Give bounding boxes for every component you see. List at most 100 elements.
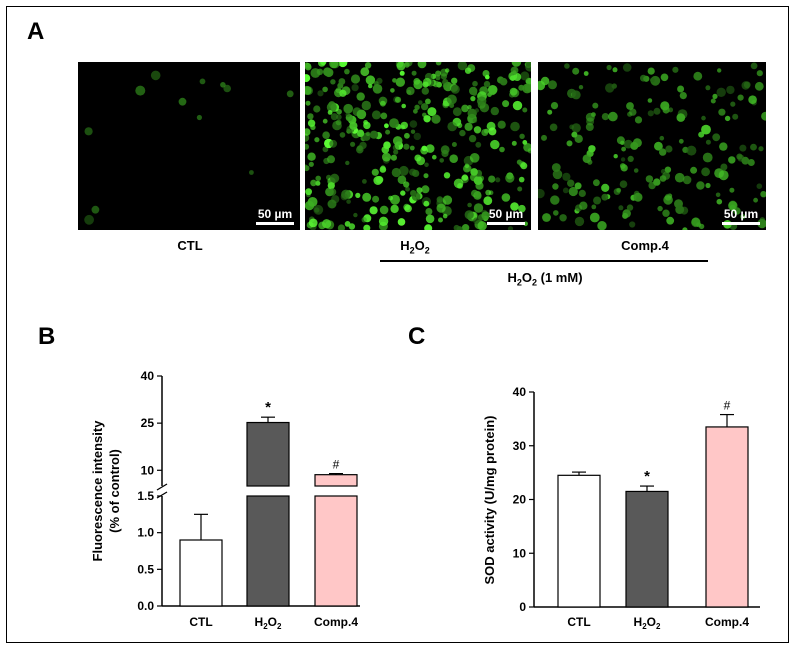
cell-mark — [616, 187, 622, 193]
cell-mark — [364, 62, 372, 69]
scale-bar: 50 µm — [256, 207, 294, 225]
cell-mark — [423, 115, 431, 123]
cell-mark — [178, 97, 187, 106]
cell-mark — [569, 124, 575, 130]
cell-mark — [361, 217, 367, 223]
cell-mark — [322, 118, 328, 124]
cell-mark — [705, 182, 711, 189]
cell-mark — [597, 221, 607, 230]
cell-mark — [432, 154, 437, 160]
cell-mark — [422, 81, 429, 88]
cell-mark — [336, 114, 342, 120]
cell-mark — [457, 122, 463, 128]
cell-mark — [346, 199, 351, 204]
cell-mark — [371, 168, 379, 176]
cell-mark — [571, 90, 581, 100]
cell-mark — [750, 62, 758, 70]
cell-mark — [442, 79, 449, 86]
treatment-bracket — [380, 260, 708, 262]
cell-mark — [512, 100, 523, 111]
cell-mark — [559, 214, 567, 222]
cell-mark — [326, 102, 337, 113]
cell-mark — [336, 108, 342, 115]
cell-mark — [574, 182, 582, 190]
cell-mark — [323, 67, 332, 77]
caption-comp4: Comp.4 — [621, 238, 669, 253]
cell-mark — [393, 149, 399, 155]
cell-mark — [405, 186, 410, 192]
cell-mark — [363, 121, 371, 130]
cell-mark — [445, 68, 450, 73]
cell-mark — [413, 108, 418, 114]
cell-mark — [451, 77, 458, 84]
cell-mark — [424, 224, 433, 230]
cell-mark — [696, 181, 705, 190]
cell-mark — [653, 107, 661, 115]
y-tick-label: 30 — [513, 439, 527, 453]
cell-mark — [475, 141, 482, 148]
cell-mark — [481, 211, 490, 220]
cell-mark — [425, 98, 431, 105]
cell-mark — [390, 88, 395, 93]
cell-mark — [612, 67, 618, 73]
cell-mark — [338, 62, 348, 68]
cell-mark — [339, 132, 346, 138]
cell-mark — [621, 146, 626, 152]
cell-mark — [317, 90, 324, 97]
treatment-label: H2O2 (1 mM) — [507, 270, 583, 288]
cell-mark — [674, 172, 685, 183]
cell-mark — [593, 196, 602, 205]
cell-mark — [510, 121, 520, 132]
cell-mark — [330, 113, 338, 121]
cell-mark — [379, 166, 387, 173]
cell-mark — [497, 120, 506, 129]
cell-mark — [461, 224, 470, 230]
cell-mark — [520, 71, 530, 81]
cell-mark — [442, 83, 448, 89]
y-tick-label: 10 — [513, 546, 527, 560]
cell-mark — [356, 109, 367, 120]
cell-mark — [456, 226, 463, 230]
cell-mark — [516, 159, 522, 165]
cell-mark — [305, 74, 311, 83]
cell-mark — [490, 106, 499, 116]
cell-mark — [627, 155, 634, 162]
cell-mark — [196, 114, 202, 121]
cell-mark — [562, 172, 571, 181]
cell-mark — [413, 132, 421, 141]
bar-lower-segment — [246, 495, 290, 607]
cell-mark — [220, 82, 226, 88]
micrograph-ctl: 50 µm — [78, 62, 300, 230]
cell-mark — [453, 178, 464, 189]
cell-mark — [394, 96, 402, 103]
cell-mark — [499, 146, 505, 153]
cell-mark — [574, 216, 585, 227]
cell-mark — [634, 116, 643, 124]
significance-mark: * — [265, 399, 271, 416]
cell-mark — [305, 128, 311, 136]
cell-mark — [613, 154, 618, 159]
cell-mark — [659, 148, 667, 156]
cell-mark — [654, 141, 663, 151]
cell-mark — [327, 110, 333, 115]
cell-mark — [574, 134, 583, 143]
cell-mark — [425, 208, 433, 215]
cell-mark — [630, 141, 639, 150]
cell-mark — [363, 224, 371, 230]
scale-bar: 50 µm — [487, 207, 525, 225]
cell-mark — [511, 140, 517, 146]
cell-mark — [452, 107, 462, 117]
cell-mark — [416, 187, 423, 194]
y-tick-label: 40 — [513, 385, 527, 399]
cell-mark — [474, 191, 482, 199]
cell-mark — [329, 139, 338, 148]
cell-mark — [541, 134, 547, 141]
x-tick-label: CTL — [189, 615, 212, 629]
cell-mark — [572, 67, 580, 75]
cell-mark — [662, 171, 671, 180]
y-tick-label: 1.5 — [137, 489, 154, 503]
cell-mark — [726, 85, 735, 95]
cell-mark — [350, 74, 361, 84]
cell-mark — [495, 177, 501, 183]
cell-mark — [676, 113, 686, 122]
